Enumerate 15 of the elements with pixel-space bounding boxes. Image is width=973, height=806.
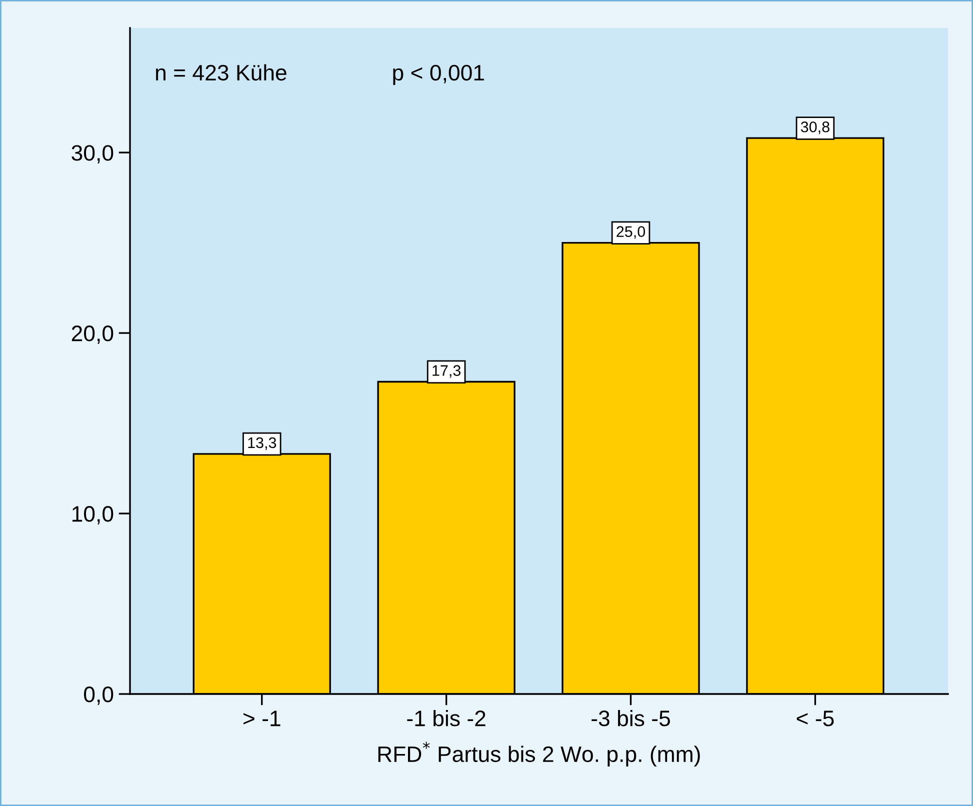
data-label: 25,0: [616, 226, 646, 239]
data-label: 13,3: [248, 437, 276, 450]
x-tick-label: -1 bis -2: [407, 710, 486, 726]
annotation: n = 423 Kühe: [156, 64, 286, 81]
annotation: p < 0,001: [393, 64, 484, 85]
x-tick-label: < -5: [796, 710, 834, 726]
x-tick-label: > -1: [244, 710, 280, 726]
data-label: 30,8: [800, 121, 830, 134]
x-axis-title: RFD$^{*}$ Partus bis 2 Wo. p.p. (mm): [378, 742, 700, 766]
data-label: 17,3: [432, 365, 461, 378]
y-tick-label: 0,0: [84, 686, 114, 705]
y-tick-label: 20,0: [72, 326, 114, 344]
x-tick-label: -3 bis -5: [592, 710, 670, 726]
y-tick-label: 30,0: [72, 145, 114, 164]
y-tick-label: 10,0: [72, 506, 114, 524]
